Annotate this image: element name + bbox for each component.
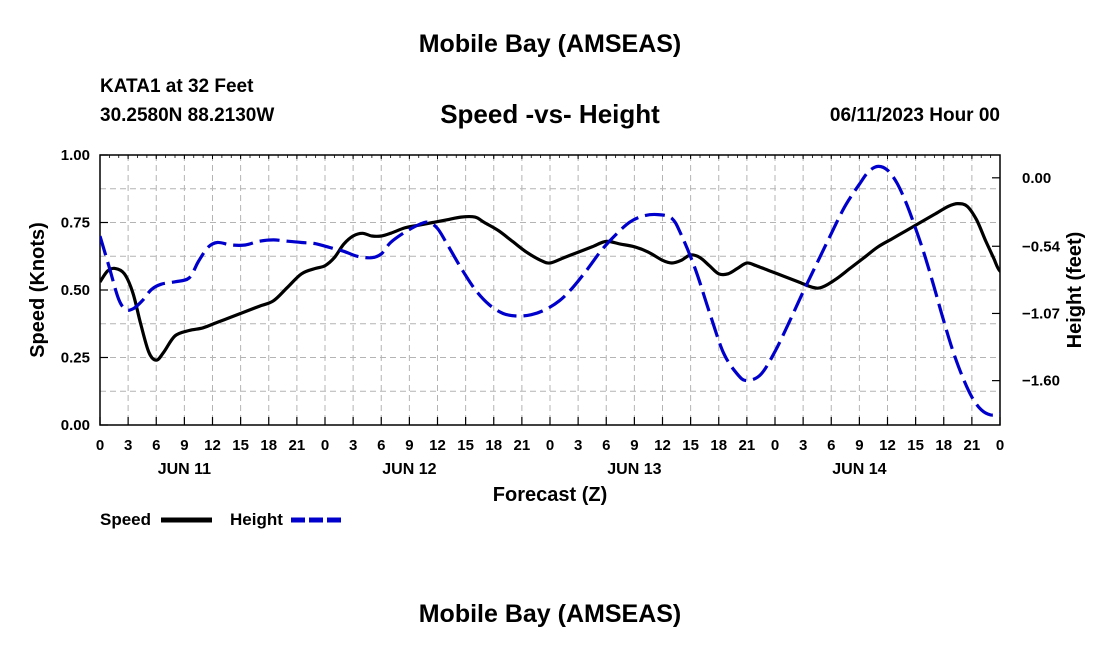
station-label: KATA1 at 32 Feet <box>100 76 254 97</box>
day-label: JUN 14 <box>832 461 886 478</box>
x-tick-label: 6 <box>377 437 385 454</box>
x-tick-label: 0 <box>546 437 554 454</box>
x-tick-label: 18 <box>710 437 727 454</box>
y-left-tick-label: 0.75 <box>61 215 90 232</box>
y-left-tick-label: 0.00 <box>61 417 90 434</box>
x-tick-label: 0 <box>96 437 104 454</box>
y-axis-right-label: Height (feet) <box>1064 232 1086 349</box>
x-tick-label: 18 <box>485 437 502 454</box>
x-tick-label: 21 <box>514 437 531 454</box>
x-tick-label: 12 <box>879 437 896 454</box>
x-tick-label: 6 <box>602 437 610 454</box>
legend: Speed Height <box>100 510 342 529</box>
speed-height-chart: 0 3 6 9 12 15 18 21 0 3 6 9 12 15 18 21 0 3 6 9 12 15 18 21 0 3 6 9… <box>27 147 1086 529</box>
run-time-label: 06/11/2023 Hour 00 <box>829 105 1000 126</box>
y-left-tick-label: 0.25 <box>61 350 90 367</box>
grid <box>100 155 1000 425</box>
x-tick-label: 3 <box>799 437 807 454</box>
page-title: Mobile Bay (AMSEAS) <box>418 30 682 58</box>
axes: 0 3 6 9 12 15 18 21 0 3 6 9 12 15 18 21 0 3 6 9 12 15 18 21 0 3 6 9… <box>61 147 1061 478</box>
y-right-tick-label: −1.60 <box>1022 373 1060 390</box>
x-tick-label: 3 <box>574 437 582 454</box>
x-tick-label: 0 <box>771 437 779 454</box>
x-tick-label: 12 <box>429 437 446 454</box>
footer-title: Mobile Bay (AMSEAS) <box>418 600 682 628</box>
y-left-tick-label: 0.50 <box>61 282 90 299</box>
x-tick-label: 15 <box>907 437 924 454</box>
day-label: JUN 11 <box>158 461 211 478</box>
x-tick-label: 12 <box>204 437 221 454</box>
x-tick-label: 0 <box>996 437 1004 454</box>
x-tick-label: 15 <box>682 437 699 454</box>
station-coordinates: 30.2580N 88.2130W <box>100 105 275 126</box>
x-tick-label: 3 <box>124 437 132 454</box>
legend-label-height: Height <box>230 510 283 529</box>
x-tick-label: 18 <box>935 437 952 454</box>
y-axis-left-label: Speed (Knots) <box>27 222 49 358</box>
x-tick-label: 9 <box>180 437 188 454</box>
x-tick-label: 9 <box>405 437 413 454</box>
x-tick-label: 0 <box>321 437 329 454</box>
x-tick-label: 3 <box>349 437 357 454</box>
series <box>100 164 1000 417</box>
series-line-speed <box>100 202 1000 362</box>
chart-title: Speed -vs- Height <box>440 99 660 129</box>
series-line-height <box>100 164 1000 417</box>
x-tick-label: 18 <box>260 437 277 454</box>
x-axis-label: Forecast (Z) <box>493 484 607 506</box>
x-tick-label: 15 <box>232 437 249 454</box>
x-tick-label: 9 <box>855 437 863 454</box>
y-right-tick-label: −0.54 <box>1022 238 1061 255</box>
y-left-tick-label: 1.00 <box>61 147 90 164</box>
y-right-tick-label: −1.07 <box>1022 305 1060 322</box>
y-right-tick-label: 0.00 <box>1022 170 1051 187</box>
x-tick-label: 21 <box>739 437 756 454</box>
x-tick-label: 21 <box>964 437 981 454</box>
legend-label-speed: Speed <box>100 510 151 529</box>
x-tick-label: 21 <box>289 437 306 454</box>
x-tick-label: 9 <box>630 437 638 454</box>
x-tick-label: 15 <box>457 437 474 454</box>
x-tick-label: 6 <box>152 437 160 454</box>
x-tick-label: 6 <box>827 437 835 454</box>
x-tick-label: 12 <box>654 437 671 454</box>
day-label: JUN 12 <box>382 461 436 478</box>
day-label: JUN 13 <box>607 461 661 478</box>
